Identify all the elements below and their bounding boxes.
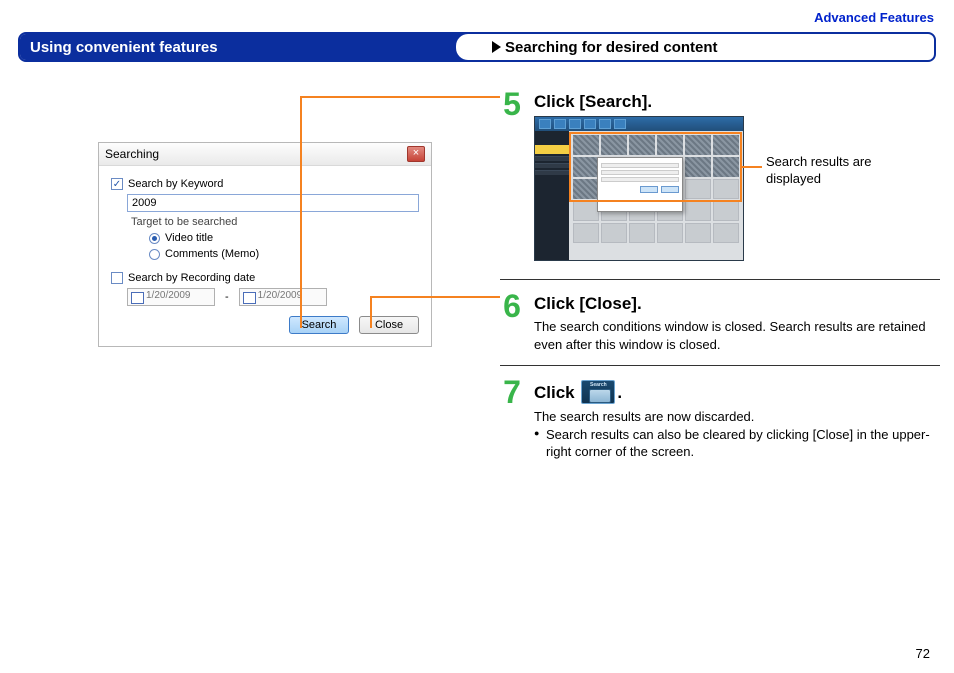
step-5: 5 Click [Search]. bbox=[500, 88, 940, 273]
play-triangle-icon bbox=[492, 41, 501, 53]
manual-page: Advanced Features Using convenient featu… bbox=[0, 0, 954, 673]
keyword-input[interactable] bbox=[127, 194, 419, 212]
row-radio-comments: Comments (Memo) bbox=[111, 248, 419, 260]
app-modal bbox=[597, 157, 683, 212]
connector-line bbox=[300, 96, 302, 314]
row-radio-video: Video title bbox=[111, 232, 419, 244]
date-separator: - bbox=[225, 291, 229, 303]
dialog-buttons: Search Close bbox=[111, 310, 419, 334]
step-bullet: Search results can also be cleared by cl… bbox=[534, 426, 940, 461]
search-keyword-label: Search by Keyword bbox=[128, 178, 223, 190]
searching-dialog: Searching × ✓ Search by Keyword Target t… bbox=[98, 142, 432, 347]
app-screenshot-wrapper: Search results are displayed bbox=[534, 116, 940, 261]
date-from-field[interactable]: 1/20/2009 bbox=[127, 288, 215, 306]
dialog-titlebar: Searching × bbox=[99, 143, 431, 166]
target-label: Target to be searched bbox=[111, 216, 419, 228]
step-title: Click [Close]. bbox=[534, 294, 940, 314]
header-bar: Using convenient features Searching for … bbox=[18, 32, 936, 62]
dialog-body: ✓ Search by Keyword Target to be searche… bbox=[99, 166, 431, 346]
step-6: 6 Click [Close]. The search conditions w… bbox=[500, 290, 940, 359]
close-icon[interactable]: × bbox=[407, 146, 425, 162]
step-title: Click [Search]. bbox=[534, 92, 940, 112]
step-body: Click [Close]. The search conditions win… bbox=[534, 290, 940, 353]
app-toolbar bbox=[535, 117, 743, 131]
search-keyword-checkbox[interactable]: ✓ bbox=[111, 178, 123, 190]
page-number: 72 bbox=[916, 646, 930, 661]
search-button[interactable]: Search bbox=[289, 316, 349, 334]
app-sidebar bbox=[535, 131, 569, 260]
video-title-label: Video title bbox=[165, 232, 213, 244]
header-right: Searching for desired content bbox=[468, 34, 728, 60]
video-title-radio[interactable] bbox=[149, 233, 160, 244]
row-keyword: ✓ Search by Keyword bbox=[111, 178, 419, 190]
step-text: The search results are now discarded. bbox=[534, 408, 940, 426]
connector-line bbox=[742, 166, 762, 168]
row-date: Search by Recording date bbox=[111, 272, 419, 284]
step-number: 5 bbox=[500, 88, 524, 267]
connector-line bbox=[370, 314, 372, 328]
header-left: Using convenient features bbox=[20, 34, 468, 60]
dialog-title: Searching bbox=[105, 147, 159, 161]
comments-radio[interactable] bbox=[149, 249, 160, 260]
connector-line bbox=[300, 96, 500, 98]
callout-text: Search results are displayed bbox=[766, 154, 906, 188]
step-number: 6 bbox=[500, 290, 524, 353]
connector-line bbox=[370, 296, 372, 314]
connector-line bbox=[300, 314, 302, 328]
row-keyword-input bbox=[111, 194, 419, 212]
header-right-text: Searching for desired content bbox=[505, 39, 718, 56]
step-title-a: Click bbox=[534, 383, 579, 402]
connector-line bbox=[370, 296, 500, 298]
comments-label: Comments (Memo) bbox=[165, 248, 259, 260]
close-button[interactable]: Close bbox=[359, 316, 419, 334]
step-title-b: . bbox=[617, 383, 622, 402]
app-screenshot bbox=[534, 116, 744, 261]
step-title: Click . bbox=[534, 380, 940, 404]
section-label: Advanced Features bbox=[814, 10, 934, 25]
search-date-checkbox[interactable] bbox=[111, 272, 123, 284]
step-7: 7 Click . The search results are now dis… bbox=[500, 376, 940, 467]
search-toolbar-icon bbox=[581, 380, 615, 404]
step-divider bbox=[500, 279, 940, 280]
step-number: 7 bbox=[500, 376, 524, 461]
steps: 5 Click [Search]. bbox=[500, 88, 940, 467]
step-body: Click [Search]. bbox=[534, 88, 940, 267]
step-text: The search conditions window is closed. … bbox=[534, 318, 940, 353]
step-divider bbox=[500, 365, 940, 366]
step-body: Click . The search results are now disca… bbox=[534, 376, 940, 461]
date-to-field[interactable]: 1/20/2009 bbox=[239, 288, 327, 306]
search-date-label: Search by Recording date bbox=[128, 272, 255, 284]
